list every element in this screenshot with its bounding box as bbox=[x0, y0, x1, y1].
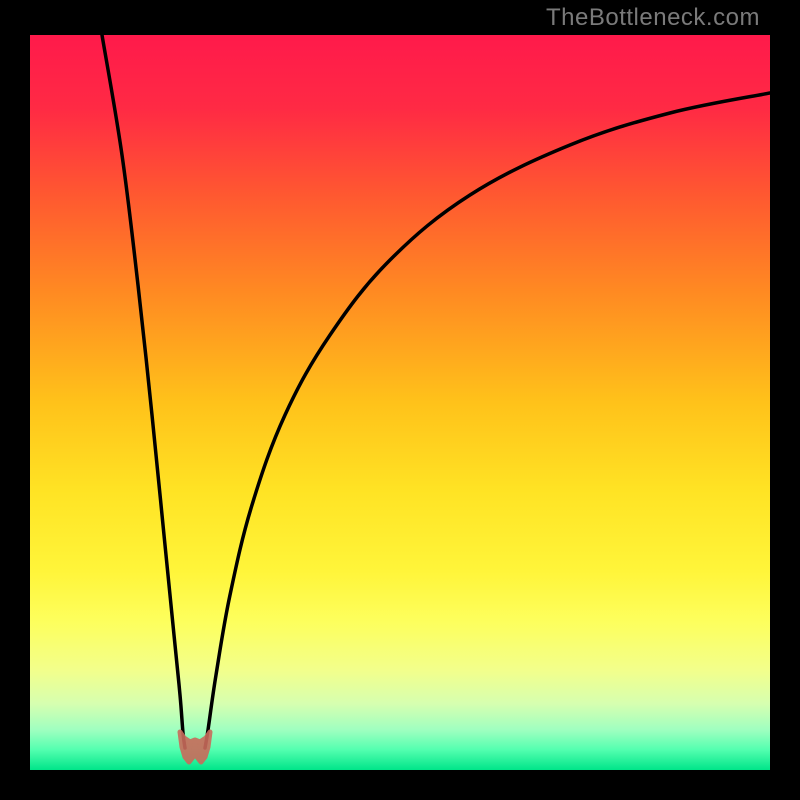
plot-area bbox=[30, 35, 770, 770]
plot-svg bbox=[30, 35, 770, 770]
notch-marker bbox=[180, 732, 210, 762]
curve-right-branch bbox=[205, 93, 770, 748]
watermark-text: TheBottleneck.com bbox=[546, 4, 760, 32]
curve-left-branch bbox=[102, 35, 185, 748]
